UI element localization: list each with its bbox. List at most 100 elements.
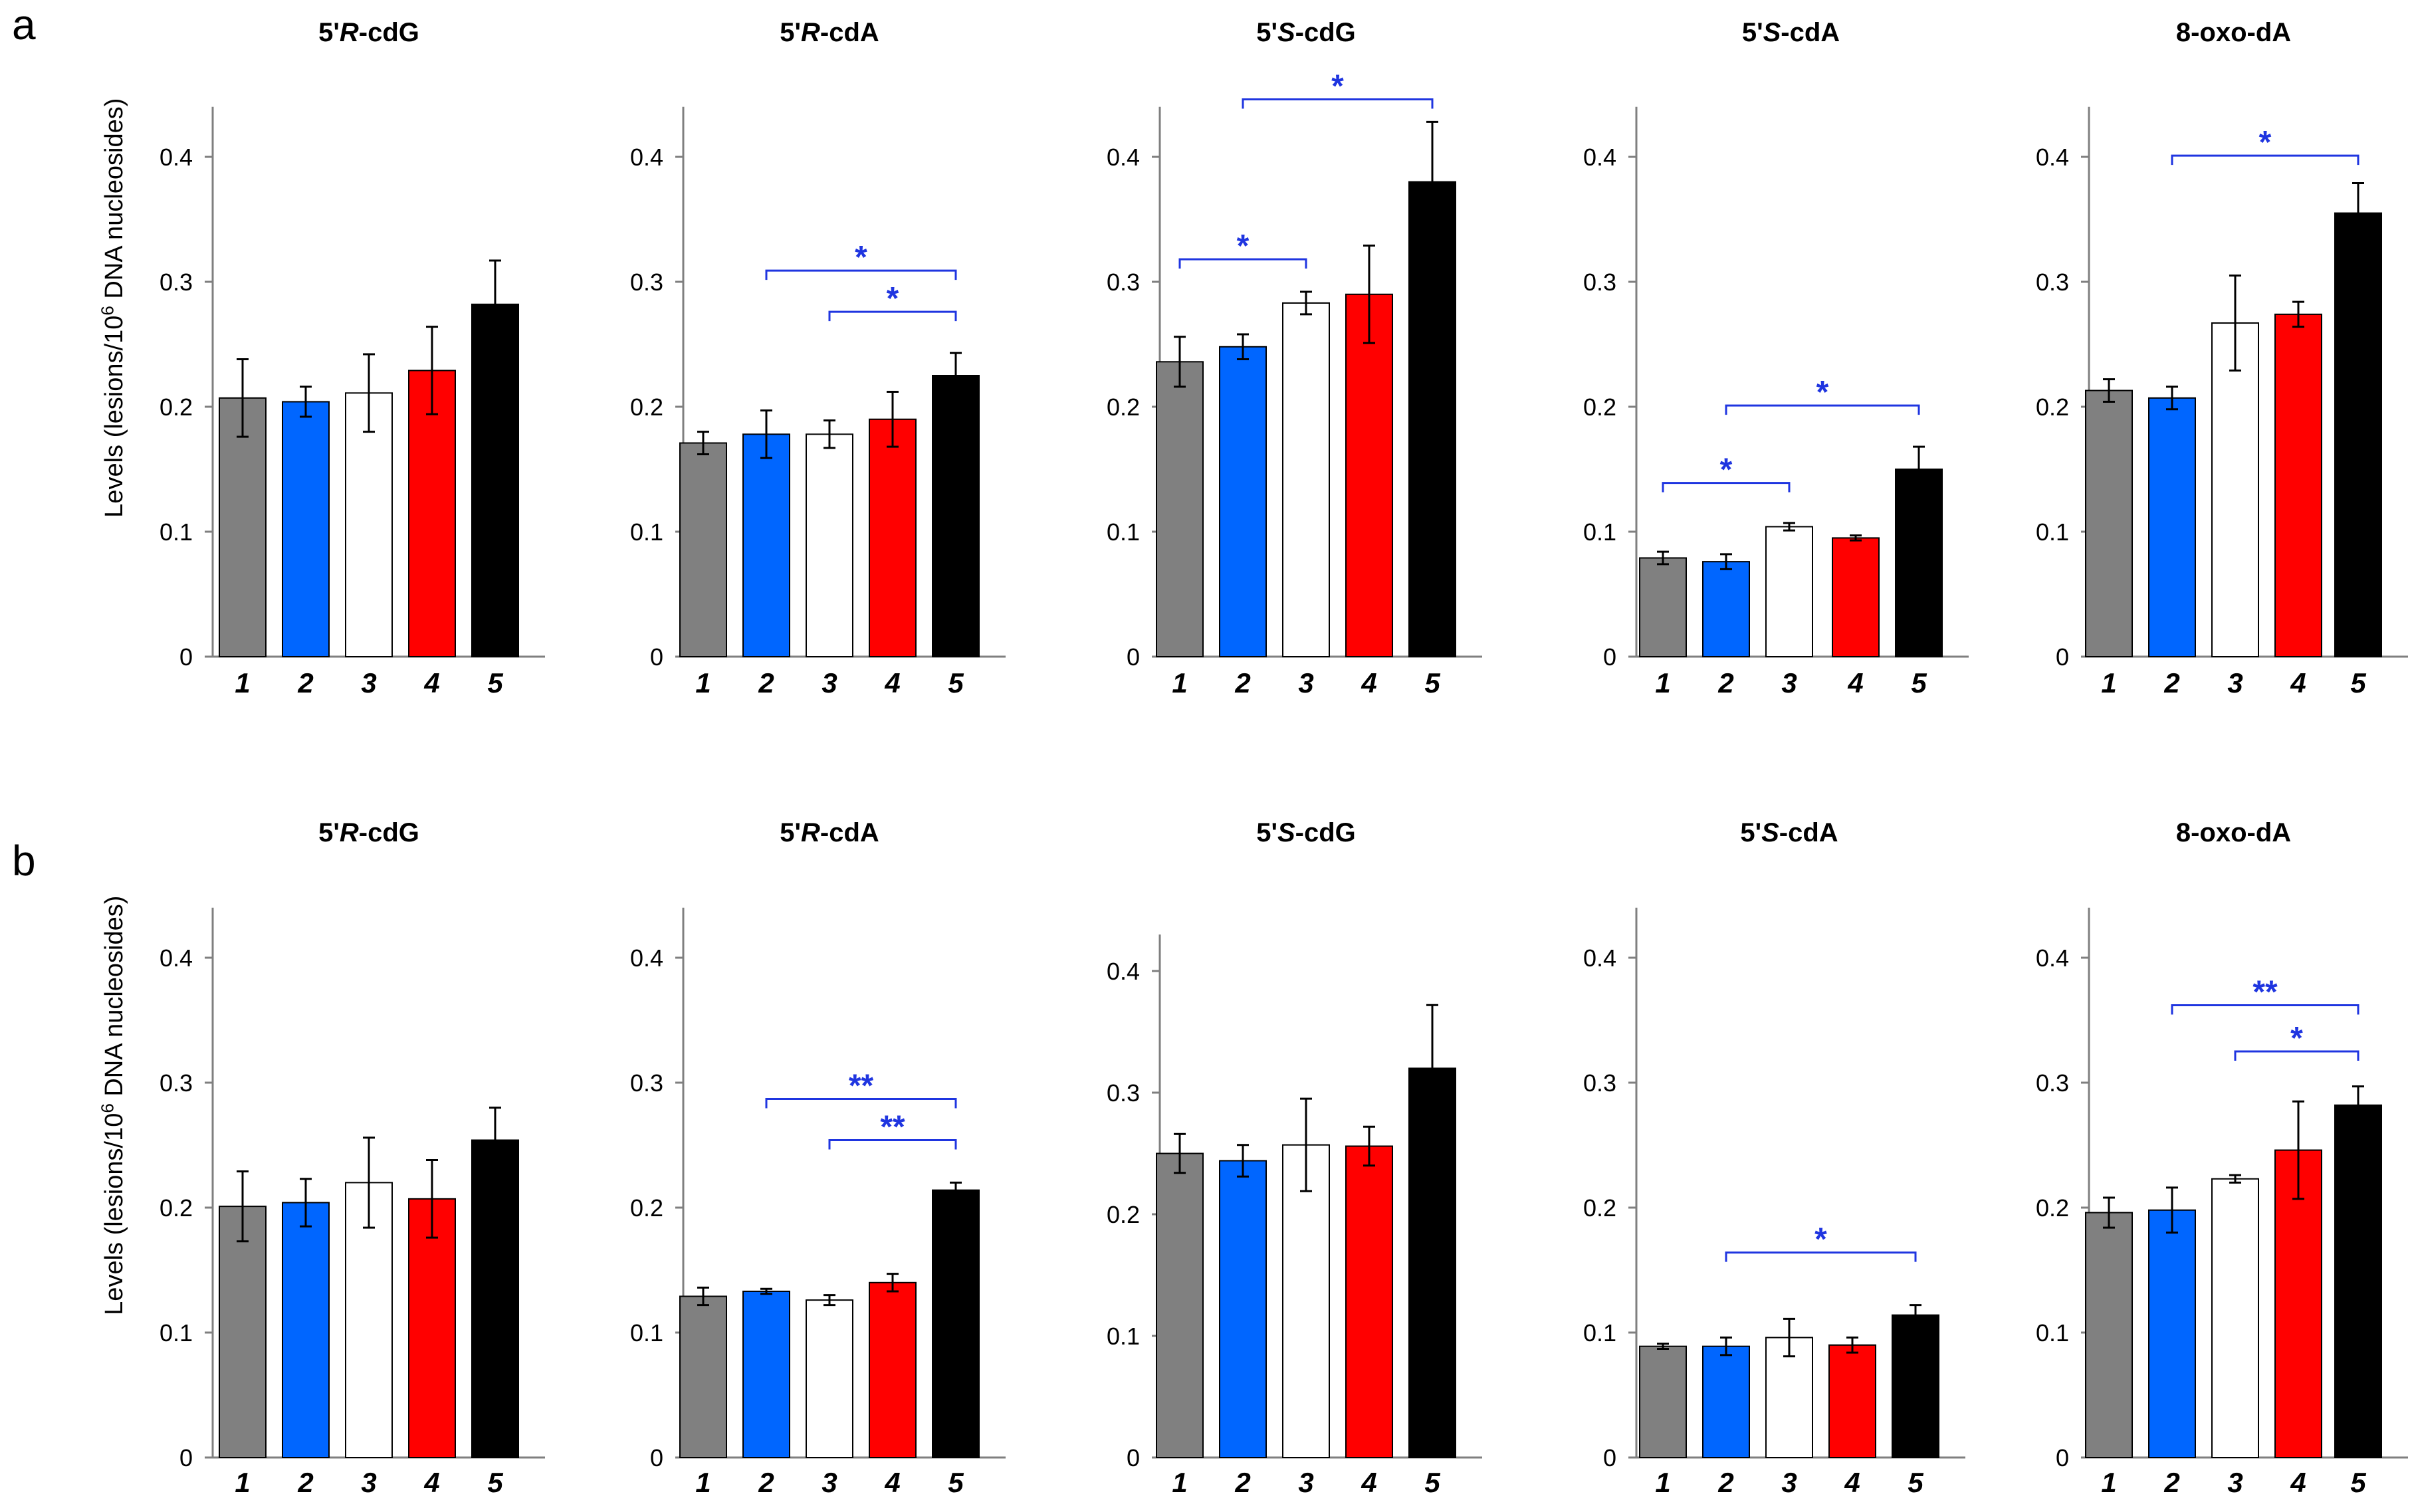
chart-title: 5'S-cdG bbox=[1256, 818, 1356, 847]
chart-title-part: 8-oxo-dA bbox=[2176, 18, 2291, 47]
error-bar bbox=[489, 259, 501, 350]
y-tick-label: 0.4 bbox=[160, 944, 193, 972]
bar-group-5 bbox=[2334, 1104, 2382, 1458]
y-tick-label: 0.1 bbox=[2036, 518, 2069, 546]
x-tick-label: 5 bbox=[2350, 667, 2366, 699]
error-bar bbox=[1657, 1343, 1669, 1350]
bar-group-3 bbox=[1765, 526, 1813, 657]
significance-bracket: * bbox=[2234, 1021, 2359, 1061]
error-bar bbox=[1783, 522, 1795, 532]
x-tick-label: 1 bbox=[1655, 1467, 1670, 1498]
y-tick-label: 0 bbox=[2056, 643, 2069, 671]
bar-group-5 bbox=[471, 303, 519, 657]
y-tick-label: 0.2 bbox=[1107, 1201, 1140, 1228]
y-tick-label: 0 bbox=[1127, 1444, 1140, 1471]
x-tick-label: 5 bbox=[948, 1467, 964, 1498]
chart-title-part: 5' bbox=[318, 818, 340, 847]
bar-group-5 bbox=[932, 375, 980, 657]
y-tick-label: 0.3 bbox=[1107, 269, 1140, 296]
bar-group-2 bbox=[282, 401, 330, 657]
chart-title: 5'S-cdG bbox=[1256, 18, 1356, 47]
y-tick-label: 0.4 bbox=[630, 144, 663, 171]
bar-group-4 bbox=[869, 1281, 917, 1459]
significance-bracket: * bbox=[1725, 1222, 1917, 1262]
chart-title-part: 5' bbox=[318, 18, 340, 47]
significance-star: * bbox=[887, 281, 899, 316]
chart-title-part: R bbox=[801, 18, 820, 47]
x-tick-label: 4 bbox=[423, 667, 439, 699]
significance-line bbox=[2171, 1004, 2359, 1015]
chart-b-2: 5'R-cdA 0 0.1 0.2 0.3 0.4 1 2 3 4 5 **** bbox=[630, 818, 1006, 1498]
x-tick-label: 1 bbox=[1172, 1467, 1187, 1498]
error-bar bbox=[1720, 1337, 1732, 1356]
error-bar bbox=[237, 1170, 249, 1243]
y-tick-label: 0.2 bbox=[630, 1194, 663, 1222]
chart-b-1: 5'R-cdG 0 0.1 0.2 0.3 0.4 1 2 3 4 5 bbox=[160, 818, 545, 1498]
error-bar bbox=[2229, 274, 2241, 372]
chart-b-3: 5'S-cdG 0 0.1 0.2 0.3 0.4 1 2 3 4 5 bbox=[1107, 818, 1482, 1498]
chart-title-part: S bbox=[1761, 818, 1779, 847]
significance-star: * bbox=[2290, 1021, 2303, 1056]
significance-star: * bbox=[1720, 453, 1733, 488]
error-bar bbox=[1363, 244, 1375, 344]
chart-title-part: 5' bbox=[780, 818, 801, 847]
error-bar bbox=[2292, 1100, 2304, 1200]
bar-group-4 bbox=[1828, 1344, 1876, 1459]
x-tick-label: 2 bbox=[1717, 1467, 1733, 1498]
bar-group-2 bbox=[2148, 397, 2196, 658]
significance-bracket: * bbox=[1662, 453, 1791, 492]
significance-star: * bbox=[855, 240, 867, 275]
x-tick-label: 4 bbox=[884, 667, 900, 699]
x-tick-label: 2 bbox=[1234, 667, 1250, 699]
bar-group-1 bbox=[219, 397, 267, 658]
significance-bracket: * bbox=[765, 240, 957, 280]
x-tick-label: 5 bbox=[1424, 1467, 1440, 1498]
error-bar bbox=[823, 419, 835, 449]
chart-title-part: -cdA bbox=[1781, 18, 1840, 47]
x-tick-label: 5 bbox=[1908, 1467, 1923, 1498]
x-tick-label: 4 bbox=[2290, 1467, 2306, 1498]
error-bar bbox=[1913, 445, 1925, 493]
significance-line bbox=[828, 1138, 957, 1150]
x-tick-label: 4 bbox=[1844, 1467, 1860, 1498]
bar-group-3 bbox=[1282, 1144, 1330, 1458]
bar-group-5 bbox=[2334, 212, 2382, 658]
y-tick-label: 0.1 bbox=[1583, 1319, 1616, 1347]
significance-bracket: * bbox=[1178, 229, 1307, 269]
chart-title: 5'R-cdA bbox=[780, 18, 879, 47]
bar-group-1 bbox=[1156, 361, 1204, 657]
significance-line bbox=[1242, 98, 1434, 109]
error-bar bbox=[426, 1159, 438, 1239]
y-tick-label: 0 bbox=[179, 1444, 193, 1471]
bar-group-3 bbox=[345, 392, 393, 657]
significance-star: ** bbox=[2252, 974, 2278, 1010]
x-tick-label: 1 bbox=[1172, 667, 1187, 699]
error-bar bbox=[2292, 300, 2304, 328]
y-tick-label: 0.1 bbox=[1107, 1323, 1140, 1350]
chart-title: 5'S-cdA bbox=[1742, 18, 1840, 47]
significance-star: ** bbox=[849, 1068, 874, 1103]
bar-group-2 bbox=[1702, 561, 1750, 657]
error-bar bbox=[2103, 1196, 2115, 1229]
x-tick-label: 4 bbox=[1361, 667, 1376, 699]
chart-title-part: 8-oxo-dA bbox=[2176, 818, 2291, 847]
chart-title-part: R bbox=[340, 18, 359, 47]
x-tick-label: 3 bbox=[2227, 667, 2243, 699]
chart-title-part: -cdG bbox=[359, 818, 419, 847]
x-tick-label: 4 bbox=[423, 1467, 439, 1498]
bar-group-4 bbox=[408, 370, 456, 657]
x-tick-label: 2 bbox=[1234, 1467, 1250, 1498]
error-bar bbox=[1426, 1004, 1438, 1133]
error-bar bbox=[300, 385, 312, 418]
bar-group-3 bbox=[806, 1299, 853, 1458]
chart-title-part: S bbox=[1277, 818, 1295, 847]
chart-title-part: 5' bbox=[780, 18, 801, 47]
bar-group-2 bbox=[742, 1290, 790, 1458]
significance-line bbox=[2234, 1050, 2359, 1061]
x-tick-label: 2 bbox=[2163, 667, 2179, 699]
error-bar bbox=[1783, 1317, 1795, 1358]
y-tick-label: 0.4 bbox=[1107, 144, 1140, 171]
error-bar bbox=[2352, 181, 2364, 245]
x-tick-label: 3 bbox=[822, 1467, 837, 1498]
y-tick-label: 0.3 bbox=[160, 1069, 193, 1097]
